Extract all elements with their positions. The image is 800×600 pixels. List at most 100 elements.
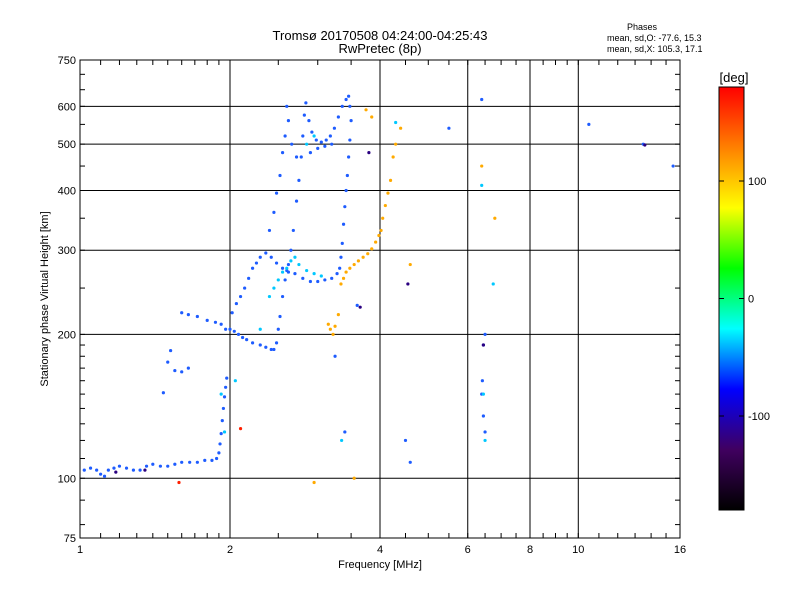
data-point (280, 294, 285, 299)
data-point (236, 332, 241, 336)
data-point (280, 266, 285, 270)
data-point (331, 332, 335, 336)
colorbar-label: [deg] (720, 70, 749, 85)
data-point (258, 255, 262, 259)
data-point (406, 282, 410, 286)
data-point (480, 164, 484, 168)
gridlines (80, 60, 680, 538)
data-point (230, 311, 234, 315)
data-point (131, 468, 136, 472)
data-point (310, 130, 314, 134)
data-point (347, 155, 351, 159)
data-point (481, 392, 485, 396)
data-point (114, 470, 118, 474)
data-point (399, 126, 403, 130)
data-point (272, 210, 276, 214)
data-point (388, 178, 393, 182)
data-point (232, 329, 236, 333)
colorbar-ticks (719, 180, 744, 417)
x-tick-label: 1 (77, 544, 83, 556)
data-point (483, 430, 487, 434)
data-point (386, 191, 390, 195)
data-point (95, 468, 99, 472)
colorbar-tick-label: 100 (748, 176, 766, 188)
legend-title: Phases (627, 22, 658, 32)
data-point (383, 203, 387, 208)
data-point (312, 480, 316, 485)
data-point (338, 266, 342, 270)
y-axis-label: Stationary phase Virtual Height [km] (39, 211, 51, 386)
data-point (99, 472, 103, 476)
data-point (343, 430, 347, 434)
data-point (283, 278, 287, 282)
data-point (203, 458, 207, 462)
data-point (220, 419, 224, 423)
data-point (391, 155, 395, 159)
data-point (245, 338, 249, 342)
data-point (173, 462, 177, 466)
data-point (324, 138, 328, 142)
data-point (283, 134, 287, 138)
data-point (219, 432, 223, 436)
data-point (319, 140, 323, 144)
data-point (247, 276, 251, 280)
data-point (289, 248, 293, 252)
data-point (169, 348, 173, 353)
data-point (332, 126, 336, 130)
data-point (280, 151, 285, 155)
data-point (374, 240, 378, 244)
data-point (289, 259, 293, 263)
data-point (364, 108, 368, 112)
colorbar-tick-label: 0 (748, 294, 754, 306)
y-tick-label: 200 (58, 329, 76, 341)
data-point (285, 266, 289, 270)
data-point (294, 155, 299, 159)
data-point (269, 255, 273, 259)
data-point (243, 286, 247, 290)
x-tick-label: 2 (227, 544, 233, 556)
data-point (671, 164, 675, 168)
data-point (328, 134, 332, 138)
data-point (348, 104, 352, 108)
data-point (213, 320, 218, 324)
data-point (180, 460, 184, 464)
data-point (344, 97, 348, 102)
data-point (308, 151, 313, 155)
data-point (341, 276, 346, 280)
data-point (308, 279, 313, 284)
data-point (177, 480, 181, 485)
data-point (301, 134, 305, 138)
data-point (481, 414, 485, 418)
data-point (158, 464, 163, 468)
data-point (358, 305, 362, 309)
data-point (215, 456, 219, 461)
data-point (258, 327, 262, 331)
data-point (205, 318, 209, 322)
data-point (186, 313, 190, 317)
data-point (361, 255, 365, 259)
data-point (304, 101, 308, 105)
data-point (88, 466, 93, 470)
data-point (166, 360, 170, 364)
data-point (291, 228, 295, 233)
data-point (483, 332, 487, 336)
data-point (238, 427, 243, 431)
data-point (264, 251, 268, 255)
data-point (138, 468, 142, 472)
data-point (241, 335, 245, 340)
data-point (330, 276, 334, 280)
data-point (447, 126, 451, 130)
data-point (276, 327, 280, 331)
data-point (643, 143, 647, 147)
x-tick-label: 16 (674, 544, 686, 556)
data-point (238, 294, 243, 299)
data-point (186, 366, 190, 370)
data-point (188, 460, 192, 464)
data-point (336, 313, 340, 317)
data-point (340, 104, 344, 108)
data-point (348, 138, 352, 142)
data-point (328, 327, 332, 331)
x-tick-label: 8 (527, 544, 533, 556)
data-point (305, 268, 309, 273)
